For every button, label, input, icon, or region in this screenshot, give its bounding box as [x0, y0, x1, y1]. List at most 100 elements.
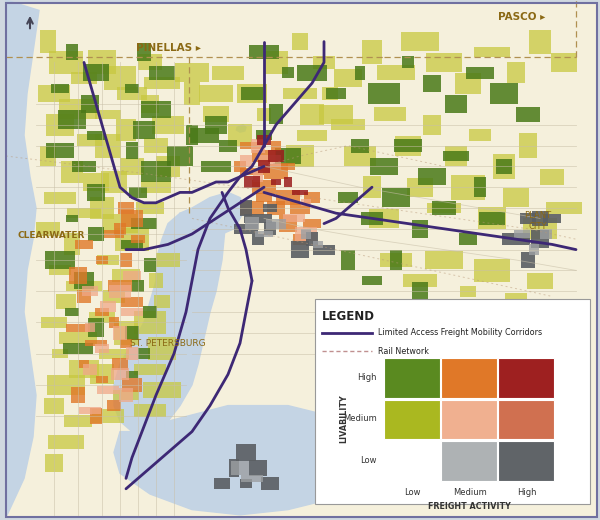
Text: CLEARWATER: CLEARWATER — [18, 230, 85, 240]
Text: High: High — [358, 372, 377, 382]
Bar — [112, 358, 128, 370]
Bar — [498, 441, 554, 481]
Bar — [138, 55, 162, 70]
Bar — [286, 145, 314, 167]
Bar — [441, 441, 497, 481]
Bar — [231, 461, 249, 475]
Bar — [143, 138, 169, 153]
Bar — [427, 53, 461, 72]
Bar — [77, 134, 103, 147]
Bar — [445, 95, 467, 113]
Bar — [122, 378, 142, 392]
Bar — [322, 87, 338, 100]
Bar — [284, 177, 292, 187]
Bar — [152, 116, 184, 134]
Text: ST. PETERSBURG: ST. PETERSBURG — [130, 339, 206, 348]
Bar — [389, 250, 403, 270]
Bar — [490, 342, 518, 365]
Bar — [72, 161, 96, 172]
Bar — [184, 82, 200, 105]
Bar — [154, 295, 170, 308]
Bar — [212, 66, 244, 80]
Polygon shape — [6, 0, 39, 517]
Bar — [83, 64, 109, 82]
Bar — [108, 280, 132, 292]
Bar — [451, 175, 485, 200]
Bar — [520, 213, 536, 224]
Bar — [64, 415, 92, 427]
Bar — [143, 382, 181, 398]
Bar — [143, 306, 157, 318]
Bar — [89, 311, 115, 323]
Bar — [539, 169, 565, 185]
Bar — [407, 178, 433, 197]
Bar — [546, 202, 582, 214]
Bar — [88, 50, 116, 74]
Bar — [517, 107, 539, 122]
Bar — [507, 62, 525, 83]
Bar — [418, 168, 446, 185]
Bar — [368, 83, 400, 104]
Bar — [199, 85, 233, 102]
Bar — [121, 210, 143, 227]
Bar — [301, 103, 323, 125]
Bar — [473, 177, 487, 197]
Bar — [496, 159, 512, 174]
Bar — [46, 113, 74, 136]
Bar — [66, 44, 78, 60]
Bar — [141, 181, 171, 193]
Bar — [304, 192, 320, 203]
Bar — [338, 333, 358, 343]
Bar — [264, 223, 276, 235]
Bar — [241, 475, 263, 482]
Bar — [527, 272, 553, 289]
Bar — [514, 230, 530, 238]
Bar — [472, 314, 488, 331]
Bar — [59, 332, 97, 344]
Polygon shape — [114, 203, 225, 437]
Bar — [65, 308, 79, 316]
Bar — [532, 211, 548, 226]
Bar — [64, 233, 80, 255]
Bar — [87, 184, 105, 201]
Bar — [251, 139, 265, 152]
Bar — [96, 255, 108, 265]
Bar — [361, 212, 383, 225]
Bar — [341, 383, 379, 397]
Bar — [281, 67, 295, 79]
Bar — [45, 453, 63, 472]
Bar — [59, 99, 97, 120]
Bar — [502, 233, 530, 245]
Bar — [99, 349, 129, 358]
Bar — [498, 358, 554, 398]
Bar — [87, 131, 105, 140]
Bar — [475, 47, 509, 57]
Bar — [529, 244, 539, 255]
Bar — [121, 296, 143, 307]
Bar — [334, 69, 362, 87]
Bar — [175, 63, 209, 82]
Bar — [82, 286, 98, 296]
Bar — [363, 176, 381, 198]
Bar — [441, 400, 497, 439]
Bar — [64, 343, 92, 354]
Bar — [133, 121, 155, 139]
Bar — [65, 281, 103, 291]
Bar — [41, 317, 67, 328]
Bar — [141, 161, 171, 182]
Bar — [49, 265, 71, 276]
Bar — [49, 50, 83, 74]
Bar — [126, 142, 138, 159]
Bar — [344, 146, 376, 166]
Bar — [131, 236, 145, 243]
Bar — [460, 286, 476, 296]
Bar — [109, 317, 119, 328]
Bar — [138, 348, 150, 359]
Bar — [236, 444, 256, 461]
Bar — [459, 233, 477, 245]
Bar — [505, 362, 527, 387]
Bar — [71, 72, 97, 84]
Bar — [493, 154, 515, 179]
Bar — [51, 84, 69, 93]
Bar — [252, 150, 276, 162]
